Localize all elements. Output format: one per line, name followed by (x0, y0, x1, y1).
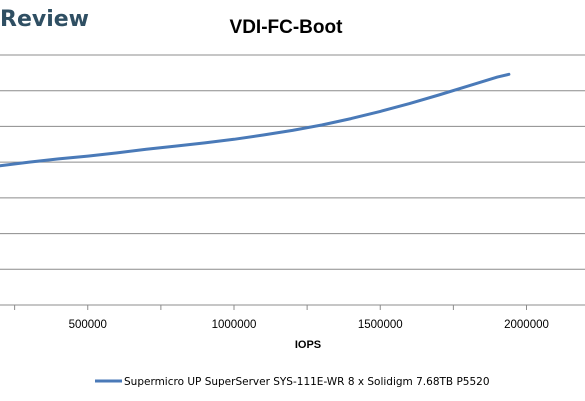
x-tick-label: 500000 (69, 319, 107, 331)
series-layer (0, 72, 511, 168)
chart-title: VDI-FC-Boot (230, 17, 344, 38)
x-axis-ticks: 500000 1000000 1500000 2000000 (14, 305, 549, 331)
brand-logo-text: Review (0, 7, 89, 32)
x-tick-label: 1500000 (358, 319, 403, 331)
x-axis-label: IOPS (295, 339, 321, 351)
x-tick-label: 1000000 (212, 319, 257, 331)
series-line (0, 72, 511, 168)
legend-label: Supermicro UP SuperServer SYS-111E-WR 8 … (124, 376, 490, 388)
x-tick-label: 2000000 (504, 319, 549, 331)
gridlines (0, 54, 585, 306)
legend: Supermicro UP SuperServer SYS-111E-WR 8 … (95, 376, 490, 388)
